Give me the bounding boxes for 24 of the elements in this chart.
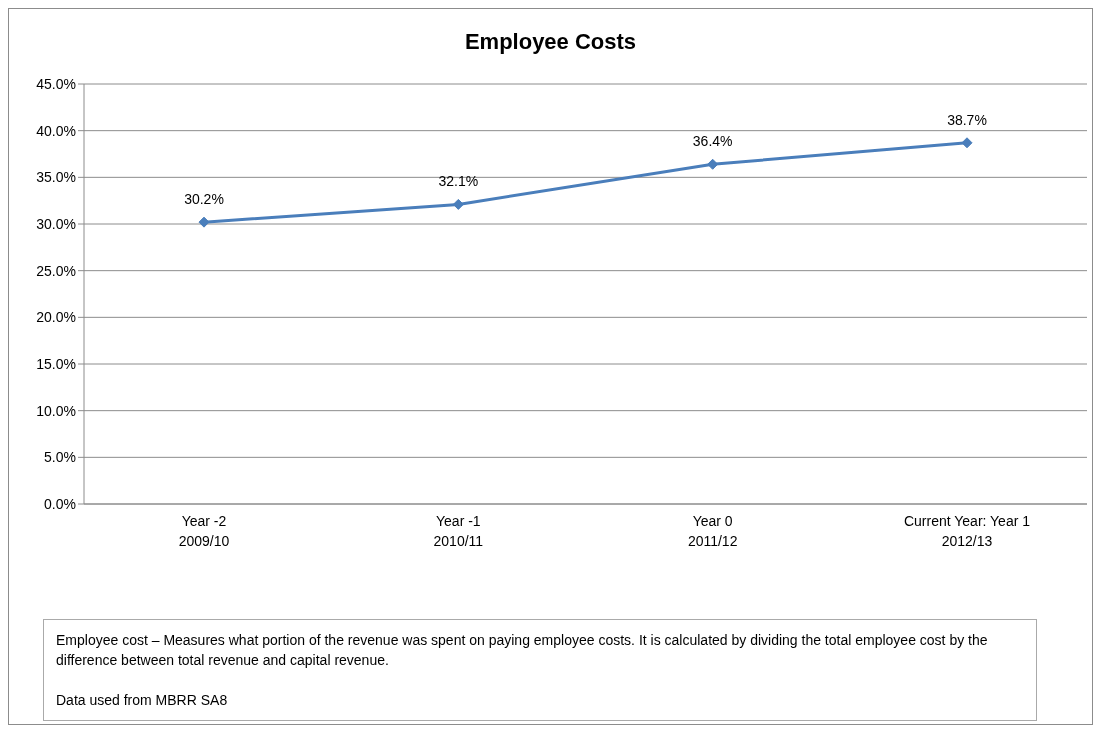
- y-tick-label: 5.0%: [44, 449, 76, 466]
- x-tick-label: Year -1 2010/11: [433, 513, 484, 549]
- y-tick-label: 25.0%: [36, 262, 76, 279]
- chart-title: Employee Costs: [463, 29, 638, 56]
- data-label: 36.4%: [692, 133, 733, 150]
- y-tick-label: 30.0%: [36, 215, 76, 232]
- x-tick-label: Year 0 2011/12: [687, 513, 738, 549]
- x-tick-label: Current Year: Year 1 2012/13: [903, 513, 1031, 549]
- x-tick-label: Year -2 2009/10: [178, 513, 230, 549]
- point: [198, 216, 210, 228]
- y-tick-label: 15.0%: [36, 355, 76, 372]
- data-label: 30.2%: [184, 191, 224, 208]
- data-label: 32.1%: [438, 173, 479, 190]
- y-tick-label: 45.0%: [36, 75, 76, 92]
- y-tick-label: 0.0%: [44, 495, 76, 512]
- y-tick-label: 35.0%: [36, 169, 76, 186]
- point: [961, 137, 973, 149]
- text: Employee cost – Measures what portion of the revenue was spent on paying employee costs. It is calculated by dividing the total employee cost by the difference between total revenue and capital revenue.: [56, 631, 989, 670]
- y-tick-label: 20.0%: [36, 309, 76, 326]
- point: [452, 198, 464, 210]
- y-tick-label: 40.0%: [36, 122, 76, 139]
- text: Data used from MBRR SA8: [56, 691, 229, 710]
- data-label: 38.7%: [947, 111, 987, 128]
- y-tick-label: 10.0%: [36, 402, 76, 419]
